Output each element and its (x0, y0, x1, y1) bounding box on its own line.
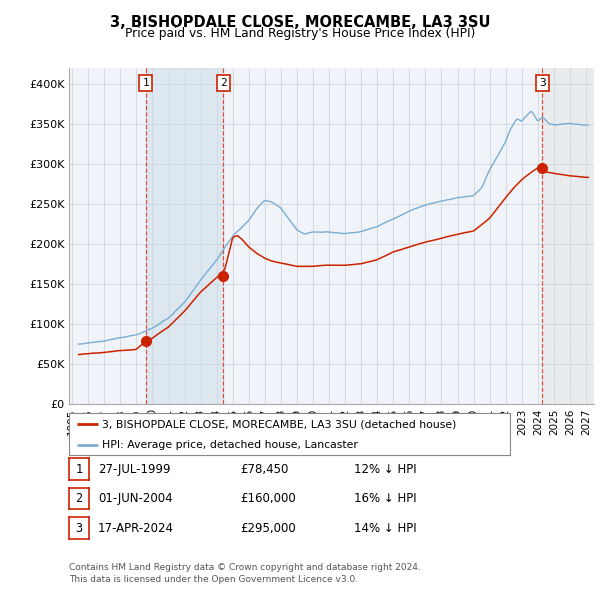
Text: Price paid vs. HM Land Registry's House Price Index (HPI): Price paid vs. HM Land Registry's House … (125, 27, 475, 40)
Text: £160,000: £160,000 (240, 492, 296, 505)
Text: 3: 3 (539, 78, 546, 88)
Text: 27-JUL-1999: 27-JUL-1999 (98, 463, 170, 476)
Text: 3, BISHOPDALE CLOSE, MORECAMBE, LA3 3SU: 3, BISHOPDALE CLOSE, MORECAMBE, LA3 3SU (110, 15, 490, 30)
Text: 14% ↓ HPI: 14% ↓ HPI (354, 522, 416, 535)
Text: 2: 2 (220, 78, 227, 88)
Text: 12% ↓ HPI: 12% ↓ HPI (354, 463, 416, 476)
Text: 17-APR-2024: 17-APR-2024 (98, 522, 174, 535)
Text: 16% ↓ HPI: 16% ↓ HPI (354, 492, 416, 505)
Text: 3, BISHOPDALE CLOSE, MORECAMBE, LA3 3SU (detached house): 3, BISHOPDALE CLOSE, MORECAMBE, LA3 3SU … (102, 419, 457, 430)
Text: £295,000: £295,000 (240, 522, 296, 535)
Text: 1: 1 (142, 78, 149, 88)
Bar (146, 68, 223, 404)
Text: £78,450: £78,450 (240, 463, 289, 476)
Text: HPI: Average price, detached house, Lancaster: HPI: Average price, detached house, Lanc… (102, 440, 358, 450)
Text: 3: 3 (76, 522, 82, 535)
Text: 01-JUN-2004: 01-JUN-2004 (98, 492, 172, 505)
Text: 1: 1 (76, 463, 82, 476)
Bar (542, 68, 594, 404)
Text: Contains HM Land Registry data © Crown copyright and database right 2024.: Contains HM Land Registry data © Crown c… (69, 563, 421, 572)
Text: This data is licensed under the Open Government Licence v3.0.: This data is licensed under the Open Gov… (69, 575, 358, 584)
Text: 2: 2 (76, 492, 82, 505)
